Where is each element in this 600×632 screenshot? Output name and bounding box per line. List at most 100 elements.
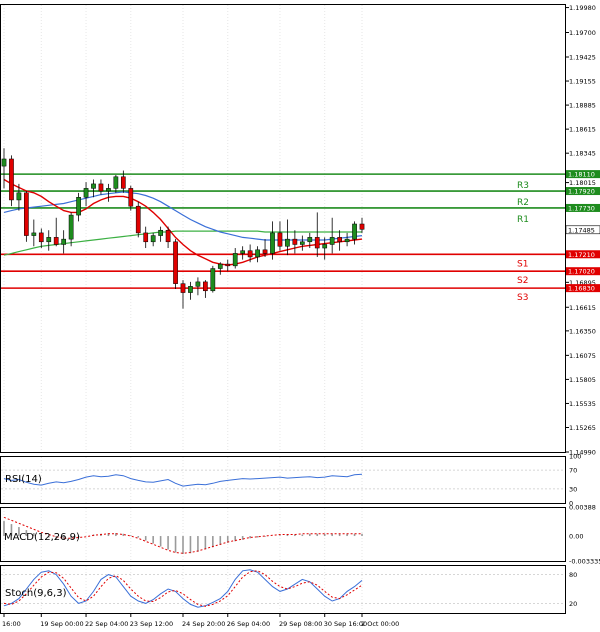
- candle-body: [135, 205, 141, 234]
- candle-body: [1, 158, 7, 167]
- candle-body: [314, 237, 320, 249]
- price-tick-label: 1.16350: [569, 327, 596, 335]
- candle: [38, 228, 44, 249]
- candle-body: [344, 238, 350, 243]
- candle-body: [285, 238, 290, 247]
- price-tick-label: 1.18345: [569, 150, 596, 158]
- candle-body: [195, 281, 201, 287]
- level-price-label: 1.16830: [568, 285, 595, 293]
- candle-body: [307, 237, 313, 243]
- candle: [135, 201, 141, 238]
- candle-body: [106, 188, 111, 192]
- candle: [285, 219, 290, 256]
- stoch-tick-label: 20: [569, 600, 577, 608]
- candle: [210, 265, 216, 293]
- candle-body: [120, 176, 126, 189]
- candle: [322, 237, 328, 260]
- candle-body: [188, 286, 193, 293]
- price-tick-label: 1.14990: [569, 449, 596, 457]
- level-price-box: [566, 250, 600, 259]
- candle-body: [9, 158, 14, 201]
- candle: [329, 217, 335, 254]
- price-tick-label: 1.15805: [569, 376, 596, 384]
- rsi-tick-label: 70: [569, 467, 577, 475]
- stoch-k-line: [3, 569, 363, 608]
- candle-body: [203, 281, 208, 292]
- rsi-line: [3, 473, 363, 487]
- candle-body: [83, 188, 89, 198]
- rsi-label: RSI(14): [5, 474, 42, 485]
- candle: [68, 212, 74, 247]
- level-name-r3: R3: [517, 181, 529, 191]
- price-tick-label: 1.16895: [569, 279, 596, 287]
- level-price-box: [566, 170, 600, 179]
- candle-body: [329, 237, 335, 245]
- candle: [203, 280, 208, 298]
- candle: [9, 155, 14, 207]
- level-price-label: 1.17020: [568, 268, 595, 276]
- candle-body: [91, 183, 96, 189]
- candle: [247, 244, 253, 263]
- panel-frame-stoch: [0, 565, 566, 614]
- candle: [91, 179, 96, 198]
- candle-body: [352, 223, 357, 240]
- candle-body: [359, 223, 365, 230]
- macd-label: MACD(12,26,9): [4, 532, 80, 543]
- candle: [53, 217, 59, 247]
- candle-body: [128, 188, 134, 207]
- x-tick-label: 26 Sep 04:00: [227, 620, 270, 628]
- candle: [143, 226, 149, 249]
- candle: [158, 226, 163, 242]
- candle: [83, 182, 89, 207]
- candle-body: [292, 238, 298, 245]
- candle-body: [262, 249, 268, 254]
- level-name-r2: R2: [517, 198, 529, 208]
- candle: [195, 277, 201, 296]
- candle-body: [24, 192, 29, 236]
- candle-body: [173, 241, 178, 284]
- candle-body: [255, 249, 260, 258]
- candle-body: [143, 232, 149, 243]
- candle: [277, 221, 283, 251]
- candle: [232, 248, 238, 269]
- candle: [262, 239, 268, 257]
- price-tick-label: 1.16615: [569, 304, 596, 312]
- x-tick-label: 23 Sep 12:00: [130, 620, 173, 628]
- price-tick-label: 1.18615: [569, 126, 596, 134]
- price-tick-label: 1.19425: [569, 53, 596, 61]
- candle-body: [158, 229, 163, 236]
- level-price-label: 1.17920: [568, 188, 595, 196]
- candle: [1, 148, 7, 189]
- candle: [31, 219, 37, 247]
- candle: [270, 221, 275, 260]
- candle-body: [247, 250, 253, 258]
- x-tick-label: 24 Sep 20:00: [182, 620, 225, 628]
- level-price-label: 1.18110: [568, 171, 595, 179]
- macd-tick-label: 0.00388: [569, 504, 596, 512]
- price-tick-label: 1.15535: [569, 400, 596, 408]
- candle: [180, 280, 186, 309]
- current-price-box: [565, 225, 600, 235]
- candle: [76, 192, 81, 222]
- level-name-s1: S1: [517, 259, 528, 269]
- candle: [314, 212, 320, 257]
- stoch-label: Stoch(9,6,3): [5, 588, 67, 599]
- level-price-label: 1.17210: [568, 251, 595, 259]
- candle: [46, 230, 52, 251]
- candle: [292, 230, 298, 254]
- macd-tick-label: -0.003335: [569, 558, 600, 566]
- level-name-s2: S2: [517, 276, 528, 286]
- level-price-box: [566, 284, 600, 293]
- candle: [98, 179, 104, 195]
- candle-body: [165, 229, 171, 243]
- candle-body: [150, 235, 156, 243]
- x-tick-label: 19 Sep 00:00: [40, 620, 83, 628]
- x-tick-label: 30 Sep 16:00: [324, 620, 367, 628]
- candle-body: [68, 214, 74, 240]
- x-tick-label: 22 Sep 04:00: [85, 620, 128, 628]
- candle-body: [98, 183, 104, 192]
- candle: [24, 191, 29, 242]
- current-price-label: 1.17485: [568, 226, 595, 234]
- level-name-s3: S3: [517, 293, 528, 303]
